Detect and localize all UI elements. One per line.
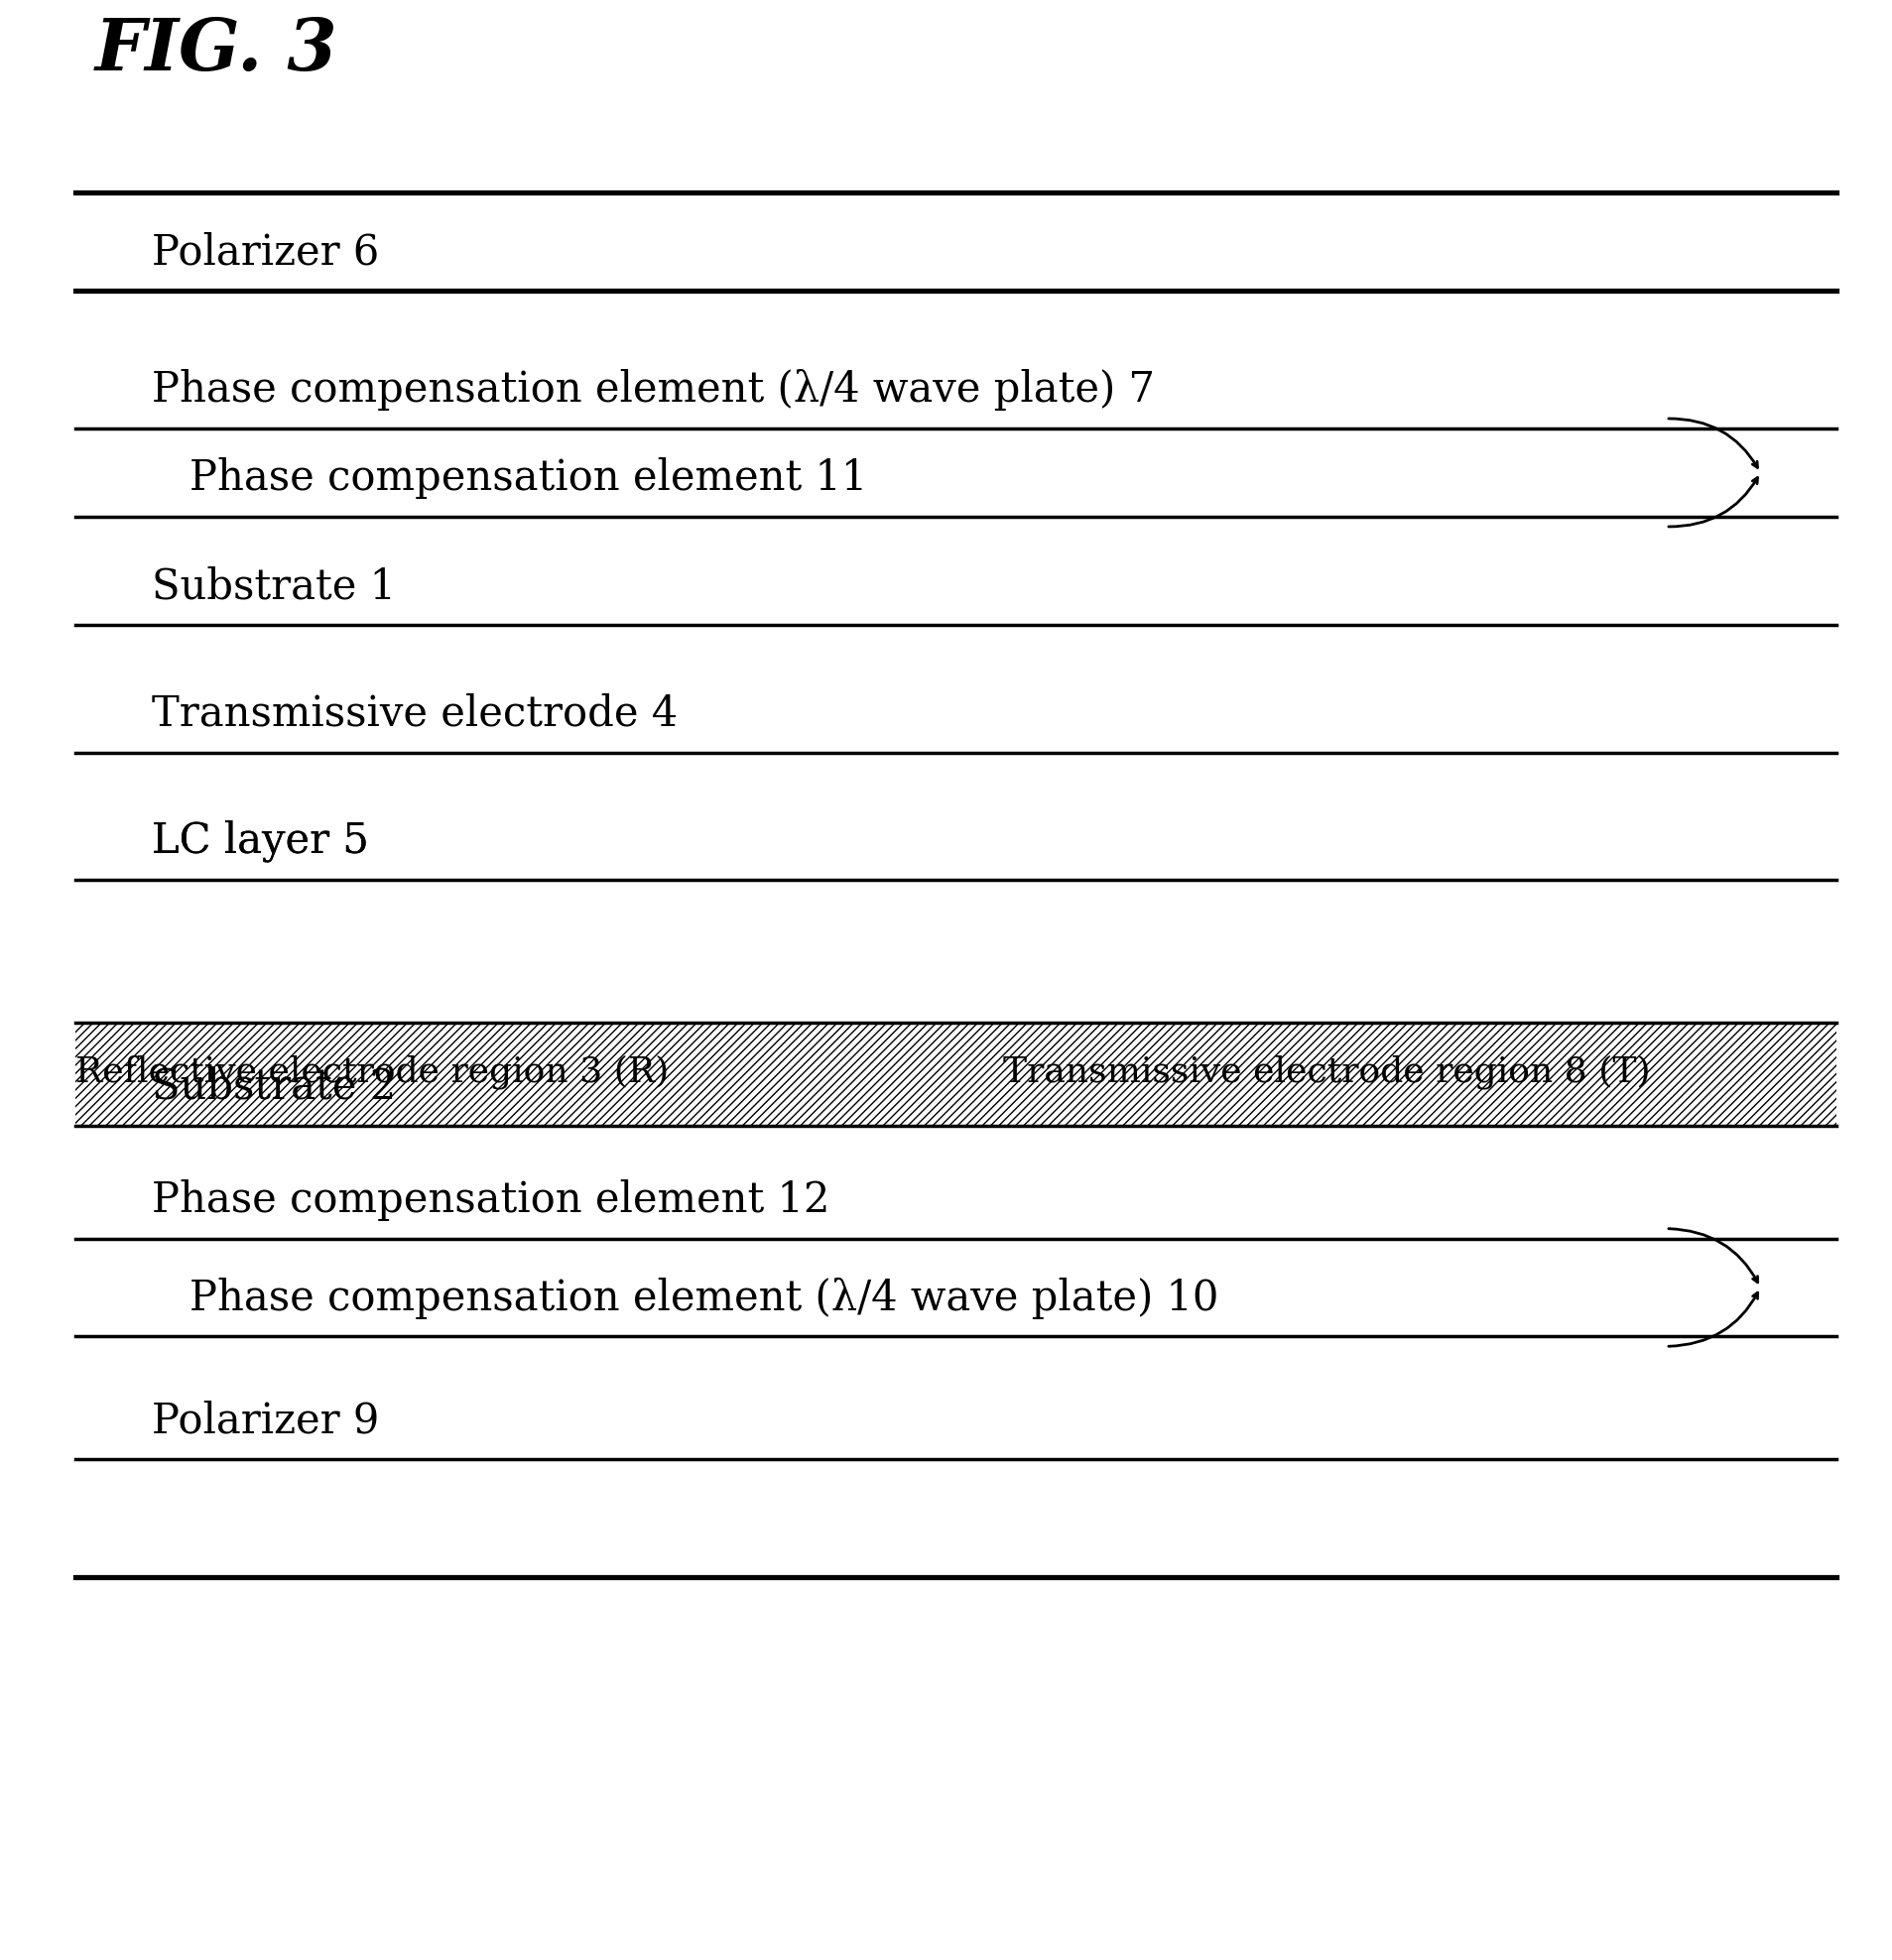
Text: Phase compensation element 11: Phase compensation element 11 xyxy=(189,457,867,500)
Text: Substrate 1: Substrate 1 xyxy=(151,564,395,608)
Text: LC layer 5: LC layer 5 xyxy=(151,819,369,862)
Text: Reflective electrode region 3 (R): Reflective electrode region 3 (R) xyxy=(76,1054,670,1088)
Text: Phase compensation element (λ/4 wave plate) 10: Phase compensation element (λ/4 wave pla… xyxy=(189,1278,1218,1319)
Bar xyxy=(76,1023,984,1125)
Text: LC layer 5: LC layer 5 xyxy=(151,819,369,862)
Text: Phase compensation element (λ/4 wave plate) 7: Phase compensation element (λ/4 wave pla… xyxy=(151,368,1154,412)
Text: Transmissive electrode region 8 (T): Transmissive electrode region 8 (T) xyxy=(1003,1054,1650,1088)
Text: Polarizer 9: Polarizer 9 xyxy=(151,1399,378,1443)
Text: Transmissive electrode 4: Transmissive electrode 4 xyxy=(151,694,677,735)
Text: FIG. 3: FIG. 3 xyxy=(95,14,337,84)
Bar xyxy=(984,1023,1835,1125)
Text: Phase compensation element 12: Phase compensation element 12 xyxy=(151,1180,829,1221)
Text: Polarizer 6: Polarizer 6 xyxy=(151,231,378,272)
Text: Substrate 2: Substrate 2 xyxy=(151,1066,395,1107)
